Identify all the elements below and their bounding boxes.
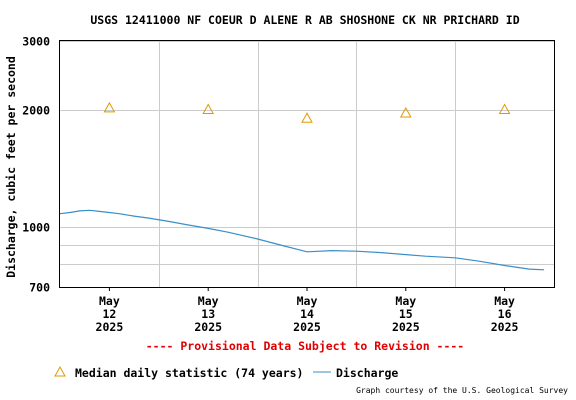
x-tick-labels: May122025May132025May142025May152025May1… (96, 287, 519, 334)
x-tick-label: 15 (399, 307, 413, 321)
y-tick-label: 700 (29, 281, 50, 295)
x-tick-label: May (395, 294, 416, 308)
y-tick-label: 1000 (22, 221, 50, 235)
x-tick-label: May (297, 294, 318, 308)
x-tick-label: May (99, 294, 120, 308)
gridlines (60, 41, 554, 288)
x-tick-label: 2025 (96, 320, 124, 334)
x-tick-label: 2025 (491, 320, 519, 334)
series (59, 101, 545, 271)
usgs-credit: Graph courtesy of the U.S. Geological Su… (356, 386, 568, 395)
median-triangle-point (103, 101, 116, 113)
x-tick-label: 14 (300, 307, 314, 321)
discharge-line (59, 209, 545, 271)
y-tick-labels: 3000 2000 1000 700 (22, 35, 50, 295)
x-tick-label: 16 (498, 307, 512, 321)
plot-frame (59, 40, 555, 288)
x-tick-label: May (198, 294, 219, 308)
provisional-notice: ---- Provisional Data Subject to Revisio… (146, 339, 465, 353)
x-tick-label: May (494, 294, 515, 308)
x-tick-label: 2025 (194, 320, 222, 334)
x-tick-label: 12 (102, 307, 116, 321)
median-triangle-point (399, 106, 412, 118)
median-triangle-point (202, 103, 215, 115)
y-tick-label: 3000 (22, 35, 50, 49)
legend-discharge-label: Discharge (336, 366, 398, 380)
y-axis-label: Discharge, cubic feet per second (4, 56, 18, 278)
chart-title: USGS 12411000 NF COEUR D ALENE R AB SHOS… (90, 13, 519, 27)
y-tick-label: 2000 (22, 104, 50, 118)
x-tick-label: 2025 (293, 320, 321, 334)
median-triangle-point (301, 112, 313, 123)
median-triangle-point (498, 103, 511, 115)
legend-triangle-icon (54, 365, 66, 377)
x-tick-label: 2025 (392, 320, 420, 334)
legend: Median daily statistic (74 years) Discha… (54, 365, 398, 380)
x-tick-label: 13 (201, 307, 215, 321)
legend-median-label: Median daily statistic (74 years) (75, 366, 303, 380)
